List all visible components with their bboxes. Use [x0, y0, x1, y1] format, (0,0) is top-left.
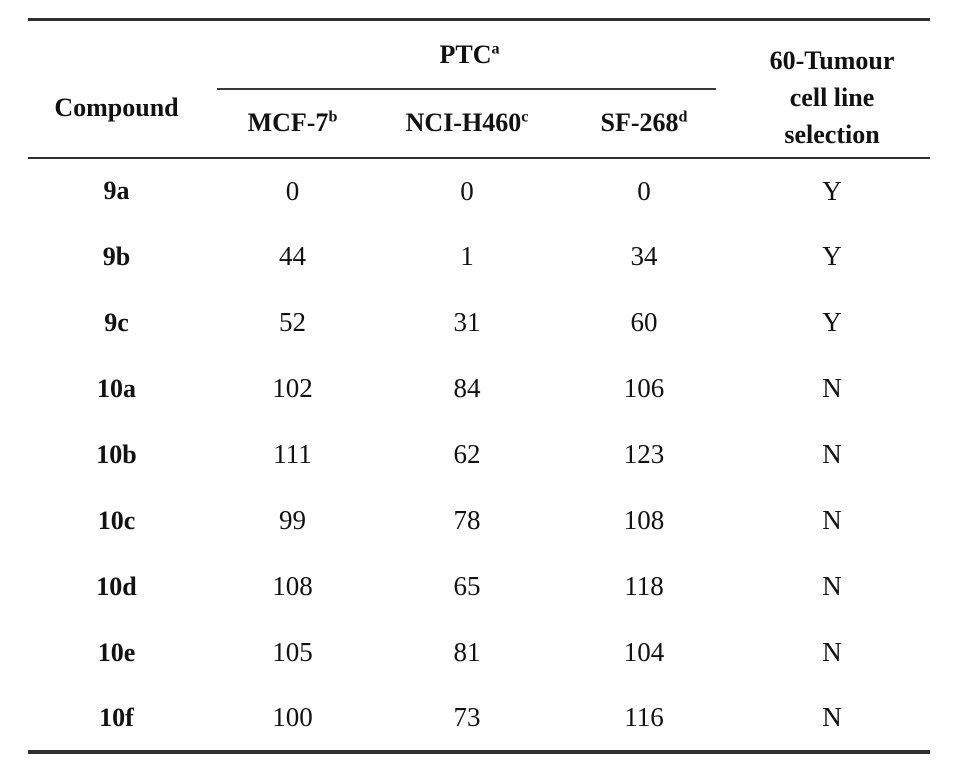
mcf7-value-cell: 0 [285, 175, 300, 206]
table-row: 9a 0 0 0 Y [28, 158, 930, 224]
ncih460-value-cell: 81 [453, 637, 481, 667]
mcf7-column-header: MCF-7b [205, 89, 380, 159]
selection-cell: Y [822, 241, 842, 271]
compound-cell: 10b [96, 439, 137, 469]
tumour-selection-column-header: 60-Tumour cell line selection [734, 19, 931, 159]
selection-cell: Y [822, 175, 842, 206]
ncih460-value-cell: 31 [453, 307, 481, 337]
sf268-value-cell: 116 [624, 702, 664, 732]
mcf7-value-cell: 108 [272, 571, 313, 601]
mcf7-value-cell: 111 [273, 439, 312, 469]
table-row: 9b 44 1 34 Y [28, 224, 930, 290]
table-header: Compound PTCa 60-Tumour cell line select… [28, 19, 931, 159]
selection-cell: N [822, 571, 842, 601]
ptc-label: PTC [439, 40, 492, 70]
selection-cell: N [822, 637, 842, 667]
selection-cell: N [822, 439, 842, 469]
ncih460-footnote-mark: c [521, 108, 529, 126]
sf268-value-cell: 0 [637, 175, 651, 206]
sf268-value-cell: 60 [630, 307, 658, 337]
mcf7-value-cell: 44 [279, 241, 306, 271]
table-row: 10b 111 62 123 N [28, 422, 930, 488]
selection-cell: N [822, 505, 842, 535]
ncih460-value-cell: 84 [453, 373, 481, 403]
ncih460-value-cell: 0 [460, 175, 474, 206]
table-row: 10e 105 81 104 N [28, 620, 930, 686]
selection-cell: N [822, 373, 842, 403]
ptc-group-header: PTCa [205, 20, 734, 90]
sf268-footnote-mark: d [678, 108, 688, 126]
ncih460-value-cell: 1 [460, 241, 474, 271]
ptc-underline-rule [217, 87, 717, 90]
mcf7-value-cell: 100 [272, 702, 313, 732]
sf268-label: SF-268 [600, 108, 679, 137]
sf268-value-cell: 118 [624, 571, 664, 601]
ptc-footnote-mark: a [491, 40, 500, 58]
ncih460-value-cell: 78 [453, 505, 481, 535]
selection-cell: N [822, 702, 842, 732]
ncih460-value-cell: 73 [453, 702, 481, 732]
compound-cell: 10c [97, 505, 136, 535]
mcf7-value-cell: 52 [279, 307, 306, 337]
compound-cell: 10e [97, 637, 136, 667]
sf268-value-cell: 108 [623, 505, 665, 535]
ncih460-value-cell: 65 [453, 571, 481, 601]
ncih460-column-header: NCI-H460c [380, 89, 554, 159]
sf268-column-header: SF-268d [554, 89, 735, 159]
compound-column-header: Compound [28, 19, 205, 159]
table-body: 9a 0 0 0 Y 9b 44 1 34 Y 9c 52 31 60 Y [28, 158, 930, 752]
sf268-value-cell: 34 [630, 241, 658, 271]
selection-cell: Y [822, 307, 842, 337]
compound-cell: 10a [97, 373, 136, 403]
ncih460-label: NCI-H460 [405, 108, 522, 137]
mcf7-footnote-mark: b [328, 108, 338, 126]
mcf7-value-cell: 99 [279, 505, 306, 535]
table-row: 10d 108 65 118 N [28, 554, 930, 620]
table-row: 10c 99 78 108 N [28, 488, 930, 554]
compound-cell: 9b [102, 241, 131, 271]
compound-cell: 9c [104, 307, 129, 337]
compound-cell: 9a [103, 176, 130, 205]
compound-cell: 10f [99, 702, 134, 732]
sf268-value-cell: 123 [623, 439, 665, 469]
mcf7-label: MCF-7 [247, 108, 329, 137]
table-row: 9c 52 31 60 Y [28, 290, 930, 356]
ncih460-value-cell: 62 [453, 439, 481, 469]
table-row: 10f 100 73 116 N [28, 686, 930, 752]
results-table: Compound PTCa 60-Tumour cell line select… [28, 18, 931, 754]
compound-cell: 10d [96, 571, 137, 601]
sf268-value-cell: 106 [623, 373, 665, 403]
sf268-value-cell: 104 [623, 637, 665, 667]
table-row: 10a 102 84 106 N [28, 356, 930, 422]
mcf7-value-cell: 105 [272, 637, 313, 667]
mcf7-value-cell: 102 [272, 373, 313, 403]
